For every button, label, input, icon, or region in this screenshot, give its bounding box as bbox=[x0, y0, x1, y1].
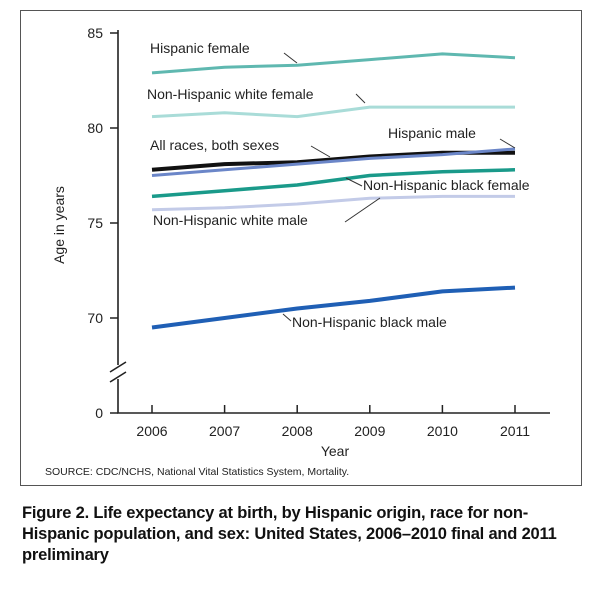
leader-line bbox=[310, 145, 331, 158]
series-line-5 bbox=[151, 194, 515, 212]
leader-line bbox=[499, 138, 516, 149]
leader-line bbox=[345, 177, 363, 187]
chart-frame bbox=[20, 10, 582, 486]
y-tick-label: 80 bbox=[87, 120, 103, 136]
y-tick-label: 70 bbox=[87, 310, 103, 326]
series-label: Hispanic female bbox=[150, 40, 250, 56]
y-tick-label: 85 bbox=[87, 25, 103, 41]
y-axis-label: Age in years bbox=[51, 186, 67, 264]
x-tick-label: 2010 bbox=[427, 423, 458, 439]
leader-line bbox=[355, 93, 366, 104]
y-tick-label: 0 bbox=[95, 405, 103, 421]
series-line-4 bbox=[151, 168, 516, 199]
leader-line bbox=[344, 197, 381, 223]
series-line-1 bbox=[151, 105, 515, 119]
leader-line bbox=[282, 313, 292, 322]
series-label: Non-Hispanic white male bbox=[153, 212, 308, 228]
series-label: All races, both sexes bbox=[150, 137, 279, 153]
x-tick-label: 2007 bbox=[209, 423, 240, 439]
line-chart: 0 70 75 80 85 2006 2007 2008 2009 2010 2011 Year Age… bbox=[45, 25, 550, 478]
series-line-6 bbox=[151, 285, 516, 330]
series-label: Non-Hispanic black female bbox=[363, 177, 530, 193]
x-axis-label: Year bbox=[321, 443, 350, 459]
series-label: Non-Hispanic black male bbox=[292, 314, 447, 330]
x-tick-label: 2011 bbox=[500, 423, 530, 439]
series-label: Hispanic male bbox=[388, 125, 476, 141]
x-tick-label: 2006 bbox=[136, 423, 167, 439]
x-tick-label: 2009 bbox=[354, 423, 385, 439]
figure-caption: Figure 2. Life expectancy at birth, by H… bbox=[22, 504, 557, 564]
series-label: Non-Hispanic white female bbox=[147, 86, 314, 102]
series-line-3 bbox=[151, 147, 516, 177]
y-tick-label: 75 bbox=[87, 215, 103, 231]
series-line-0 bbox=[151, 52, 516, 75]
leader-line bbox=[283, 52, 298, 64]
source-note: SOURCE: CDC/NCHS, National Vital Statist… bbox=[45, 466, 349, 478]
x-tick-label: 2008 bbox=[282, 423, 313, 439]
axes bbox=[109, 30, 550, 414]
